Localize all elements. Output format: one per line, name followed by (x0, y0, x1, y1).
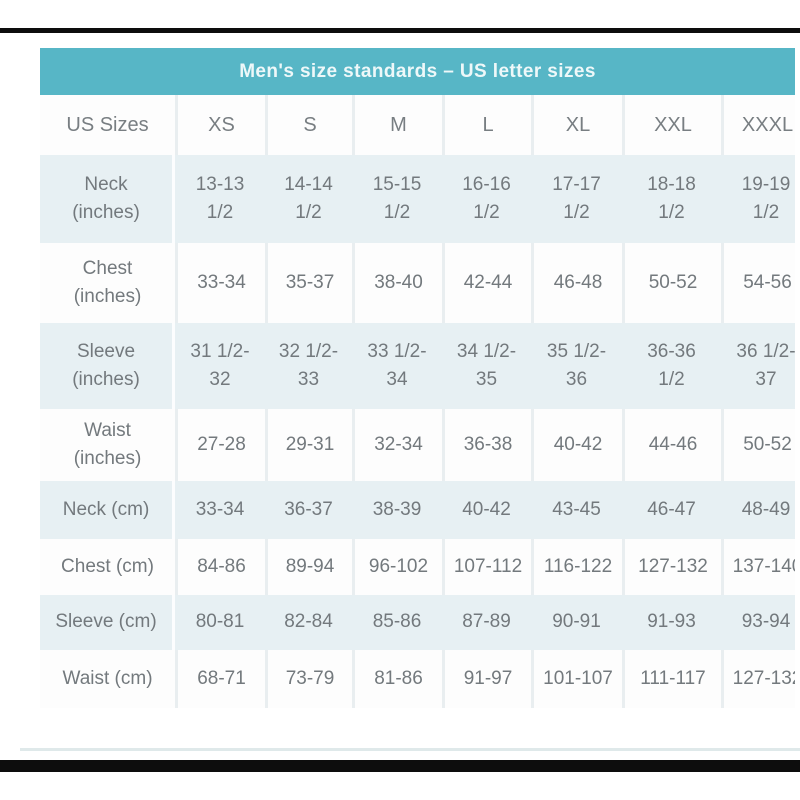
table-row: Sleeve (inches) 31 1/2- 32 32 1/2- 33 33 1/… (40, 323, 795, 409)
row-label: Chest (cm) (61, 555, 154, 577)
size-value-cell: 85-86 (372, 611, 422, 633)
size-value-cell: 38-39 (372, 498, 422, 520)
size-value-cell: 127-132 (622, 539, 721, 595)
size-value-cell: 46-48 (531, 243, 622, 323)
corner-header-cell: US Sizes (66, 114, 149, 136)
size-value-cell: 36-37 (284, 498, 333, 520)
size-value-cell: 44-46 (622, 409, 721, 481)
size-column-header: L (442, 95, 531, 155)
size-value-cell: 90-91 (552, 611, 601, 633)
table-title: Men's size standards – US letter sizes (239, 60, 596, 82)
faint-divider-line (20, 748, 800, 751)
size-value-cell: 84-86 (175, 539, 265, 595)
size-value-cell: 73-79 (265, 650, 352, 708)
size-value-cell: 96-102 (352, 539, 442, 595)
table-row: Waist (inches) 27-28 29-31 32-34 36-38 40-42 4… (40, 409, 795, 481)
table-row: Chest (inches) 33-34 35-37 38-40 42-44 46-48 5… (40, 243, 795, 323)
size-column-header: XXL (622, 95, 721, 155)
size-value-cell: 127-132 (721, 650, 795, 708)
row-label: Chest (inches) (73, 257, 142, 308)
size-value-cell: 14-14 1/2 (284, 173, 333, 224)
row-label: Sleeve (inches) (40, 323, 175, 409)
size-value-cell: 80-81 (195, 611, 245, 633)
size-value-cell: 36-36 1/2 (647, 340, 696, 391)
size-column-header: XL (531, 95, 622, 155)
table-row: Neck (inches) 13-13 1/2 14-14 1/2 15-15 1/2… (40, 155, 795, 243)
size-value-cell: 35 1/2- 36 (546, 340, 607, 391)
size-value-cell: 48-49 (741, 498, 791, 520)
top-black-divider (0, 28, 800, 33)
column-header-row: US Sizes XS S M L XL XXL XXXL (40, 95, 795, 155)
size-value-cell: 68-71 (175, 650, 265, 708)
size-value-cell: 32-34 (352, 409, 442, 481)
table-row: Sleeve (cm) 80-81 82-84 85-86 87-89 90-91 91-9… (40, 595, 795, 650)
size-column-header: XS (175, 95, 265, 155)
size-value-cell: 50-52 (622, 243, 721, 323)
size-value-cell: 89-94 (265, 539, 352, 595)
size-value-cell: 32 1/2- 33 (278, 340, 339, 391)
size-value-cell: 42-44 (442, 243, 531, 323)
size-value-cell: 91-93 (647, 611, 696, 633)
size-value-cell: 33 1/2- 34 (367, 340, 427, 391)
row-label: Neck (inches) (40, 155, 175, 243)
size-value-cell: 36-38 (442, 409, 531, 481)
size-value-cell: 43-45 (552, 498, 601, 520)
table-row: Waist (cm) 68-71 73-79 81-86 91-97 101-107 111… (40, 650, 795, 708)
size-value-cell: 29-31 (265, 409, 352, 481)
size-value-cell: 31 1/2- 32 (190, 340, 250, 391)
row-label: Waist (inches) (73, 419, 142, 470)
size-column-header: M (352, 95, 442, 155)
mens-size-chart-table: Men's size standards – US letter sizes U… (40, 48, 795, 708)
size-value-cell: 13-13 1/2 (195, 173, 245, 224)
size-value-cell: 40-42 (531, 409, 622, 481)
size-value-cell: 81-86 (352, 650, 442, 708)
size-value-cell: 16-16 1/2 (462, 173, 511, 224)
size-column-header: S (265, 95, 352, 155)
size-value-cell: 38-40 (352, 243, 442, 323)
row-label: Sleeve (cm) (40, 595, 175, 650)
size-value-cell: 54-56 (721, 243, 795, 323)
size-value-cell: 50-52 (721, 409, 795, 481)
size-value-cell: 17-17 1/2 (552, 173, 601, 224)
table-row: Chest (cm) 84-86 89-94 96-102 107-112 116-122… (40, 539, 795, 595)
table-row: Neck (cm) 33-34 36-37 38-39 40-42 43-45 46-47 4… (40, 481, 795, 539)
size-value-cell: 111-117 (622, 650, 721, 708)
size-value-cell: 137-140 (721, 539, 795, 595)
table-title-band: Men's size standards – US letter sizes (40, 48, 795, 95)
bottom-black-bar (0, 760, 800, 772)
size-value-cell: 27-28 (175, 409, 265, 481)
size-value-cell: 33-34 (175, 243, 265, 323)
size-value-cell: 15-15 1/2 (372, 173, 422, 224)
table-body: Neck (inches) 13-13 1/2 14-14 1/2 15-15 1/2… (40, 155, 795, 708)
size-value-cell: 36 1/2- 37 (736, 340, 795, 391)
size-value-cell: 93-94 (741, 611, 791, 633)
size-value-cell: 19-19 1/2 (741, 173, 791, 224)
size-value-cell: 34 1/2- 35 (456, 340, 517, 391)
size-value-cell: 87-89 (462, 611, 511, 633)
size-value-cell: 91-97 (442, 650, 531, 708)
size-value-cell: 40-42 (462, 498, 511, 520)
size-value-cell: 107-112 (442, 539, 531, 595)
size-value-cell: 18-18 1/2 (647, 173, 696, 224)
size-value-cell: 33-34 (195, 498, 245, 520)
size-value-cell: 46-47 (647, 498, 696, 520)
row-label: Waist (cm) (62, 667, 153, 689)
size-value-cell: 116-122 (531, 539, 622, 595)
size-column-header: XXXL (721, 95, 795, 155)
size-value-cell: 82-84 (284, 611, 333, 633)
size-value-cell: 101-107 (531, 650, 622, 708)
row-label: Neck (cm) (40, 481, 175, 539)
size-value-cell: 35-37 (265, 243, 352, 323)
